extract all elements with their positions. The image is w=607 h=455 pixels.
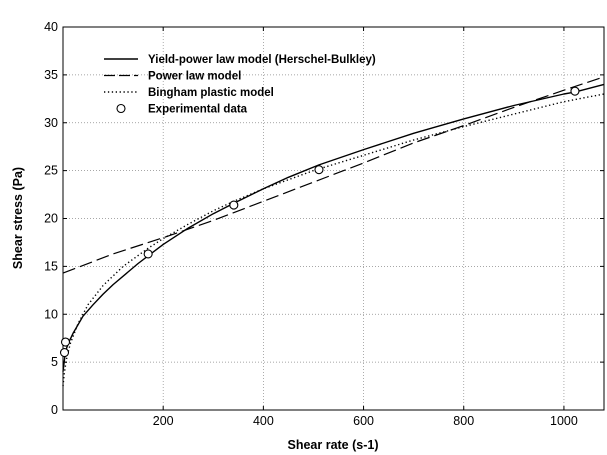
y-tick-label: 30 — [44, 116, 58, 130]
model-curves — [62, 76, 605, 387]
axis-ticks: 0 5 10 15 20 25 30 35 40 200 400 600 800 1000 — [44, 20, 604, 428]
legend-label-bingham-plastic-model: Bingham plastic model — [148, 87, 274, 99]
y-tick-label: 0 — [51, 403, 58, 417]
x-tick-label: 600 — [353, 414, 374, 428]
experimental-data-point — [570, 86, 580, 96]
x-tick-label: 200 — [153, 414, 174, 428]
experimental-data-point — [60, 337, 71, 347]
y-tick-label: 15 — [44, 259, 58, 273]
y-tick-label: 35 — [44, 68, 58, 82]
experimental-data-point — [229, 200, 239, 210]
legend-label-yield-power-law-model-herschel-bulkley: Yield-power law model (Herschel-Bulkley) — [148, 54, 376, 66]
legend-label-power-law-model: Power law model — [148, 71, 241, 83]
grid — [63, 27, 604, 410]
experimental-markers — [59, 86, 580, 358]
x-tick-label: 400 — [253, 414, 274, 428]
y-tick-label: 40 — [44, 20, 58, 34]
experimental-data-point — [59, 347, 70, 358]
legend-label-experimental-data: Experimental data — [148, 104, 248, 116]
bingham-plastic-model-line — [62, 93, 605, 387]
y-tick-label: 5 — [51, 355, 58, 369]
x-tick-label: 1000 — [550, 414, 578, 428]
y-axis-title: Shear stress (Pa) — [11, 167, 25, 269]
yield-power-law-model-herschel-bulkley-line — [62, 83, 605, 372]
legend: Yield-power law model (Herschel-Bulkley)… — [104, 54, 376, 116]
experimental-data-point — [314, 165, 324, 175]
legend-swatch-experimental-data — [116, 103, 126, 114]
power-law-model-line — [62, 76, 605, 274]
y-tick-label: 25 — [44, 164, 58, 178]
x-axis-title: Shear rate (s-1) — [287, 438, 378, 452]
experimental-data-point — [143, 249, 153, 259]
y-tick-label: 20 — [44, 212, 58, 226]
y-tick-label: 10 — [44, 307, 58, 321]
x-tick-label: 800 — [453, 414, 474, 428]
